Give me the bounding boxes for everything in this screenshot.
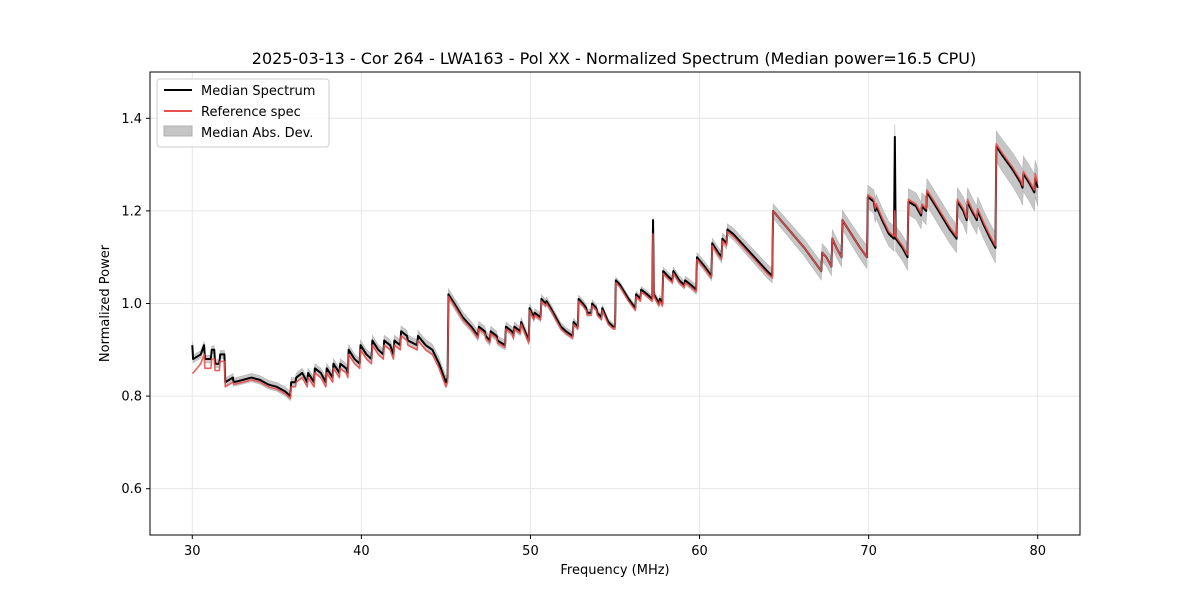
axis-ticks: 30 40 50 60 70 80 0.6 0.8 1.0 1.2 1.4 xyxy=(121,112,1046,559)
legend-mad-label: Median Abs. Dev. xyxy=(201,126,313,141)
chart-title: 2025-03-13 - Cor 264 - LWA163 - Pol XX -… xyxy=(252,49,976,68)
legend-median-label: Median Spectrum xyxy=(201,84,315,99)
y-tick-label: 1.2 xyxy=(121,204,142,219)
x-axis-label: Frequency (MHz) xyxy=(560,563,669,578)
x-tick-label: 60 xyxy=(691,544,708,559)
legend-reference-label: Reference spec xyxy=(201,105,301,120)
legend-box xyxy=(156,78,330,148)
y-tick-label: 1.4 xyxy=(121,112,142,127)
x-tick-label: 70 xyxy=(860,544,877,559)
x-tick-label: 80 xyxy=(1029,544,1046,559)
x-tick-label: 40 xyxy=(353,544,370,559)
y-axis-label: Normalized Power xyxy=(98,244,113,362)
y-tick-label: 0.8 xyxy=(121,390,142,405)
y-tick-label: 1.0 xyxy=(121,297,142,312)
x-tick-label: 30 xyxy=(184,544,201,559)
plot-data xyxy=(191,124,1039,402)
median-spectrum-line xyxy=(191,135,1039,398)
x-tick-label: 50 xyxy=(522,544,539,559)
y-tick-label: 0.6 xyxy=(121,482,142,497)
legend-mad-swatch xyxy=(163,125,193,137)
legend: Median Spectrum Reference spec Median Ab… xyxy=(156,78,330,148)
reference-spectrum-line xyxy=(192,142,1039,400)
